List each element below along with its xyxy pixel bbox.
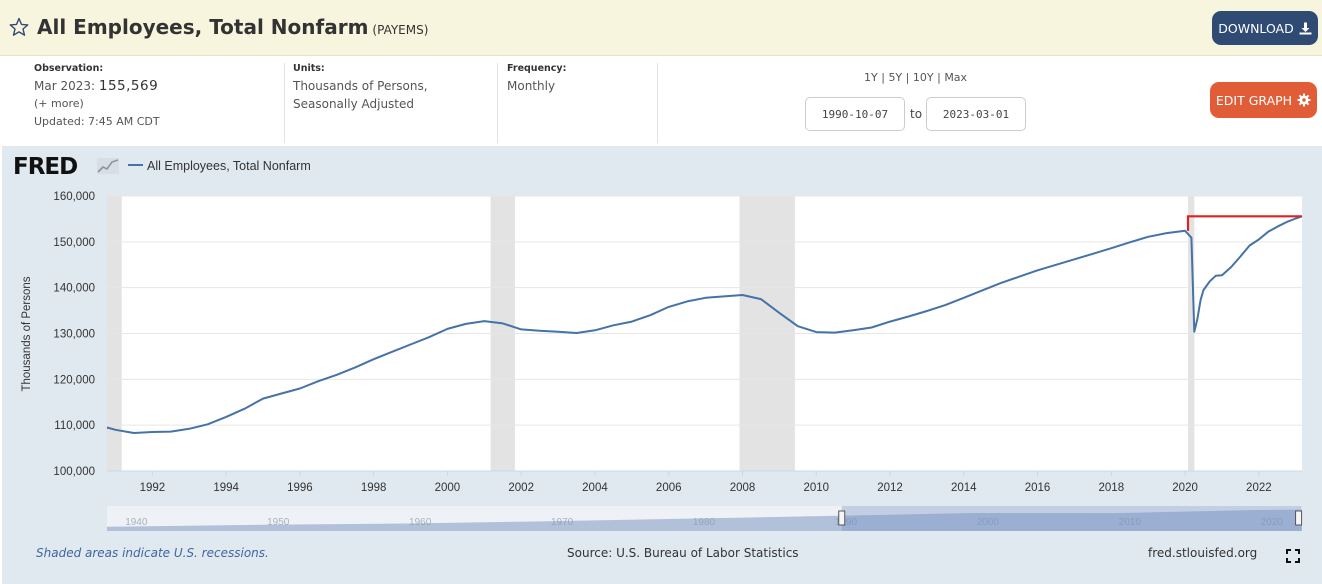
y-tick-label: 140,000 xyxy=(53,283,95,295)
units-line1: Thousands of Persons, xyxy=(293,79,428,93)
x-tick-label: 2002 xyxy=(508,482,534,494)
divider xyxy=(284,63,285,143)
y-tick-label: 100,000 xyxy=(53,466,95,478)
highlight-marker xyxy=(1186,215,1302,231)
y-tick-label: 130,000 xyxy=(53,329,95,341)
edit-graph-button[interactable]: EDIT GRAPH xyxy=(1210,82,1317,118)
x-tick-label: 2020 xyxy=(1172,482,1198,494)
units-block: Units: Thousands of Persons, Seasonally … xyxy=(293,63,428,113)
fullscreen-icon[interactable] xyxy=(1286,549,1300,563)
title-bar: All Employees, Total Nonfarm (PAYEMS) DOW… xyxy=(0,0,1322,56)
frequency-value: Monthly xyxy=(507,79,556,93)
site-link[interactable]: fred.stlouisfed.org xyxy=(1148,546,1258,560)
navigator-label: 1940 xyxy=(125,517,148,528)
series-meta: Observation: Mar 2023: 155,569 (+ more) … xyxy=(0,57,1322,145)
source-text: Source: U.S. Bureau of Labor Statistics xyxy=(567,546,799,560)
x-tick-label: 2004 xyxy=(582,482,608,494)
range-max[interactable]: Max xyxy=(944,71,968,84)
y-tick-label: 110,000 xyxy=(54,420,95,432)
navigator-label: 1950 xyxy=(267,517,290,528)
to-label: to xyxy=(910,107,923,121)
x-tick-label: 2014 xyxy=(951,482,977,494)
observation-value: 155,569 xyxy=(98,78,159,94)
series-line xyxy=(106,215,1303,434)
edit-graph-label: EDIT GRAPH xyxy=(1215,92,1293,108)
navigator-selection xyxy=(841,506,1302,531)
title-text: All Employees, Total Nonfarm xyxy=(37,15,369,39)
frequency-label: Frequency: xyxy=(507,63,567,74)
range-1y[interactable]: 1Y xyxy=(864,71,878,84)
y-tick-label: 150,000 xyxy=(53,237,95,249)
units-line2: Seasonally Adjusted xyxy=(293,97,415,111)
y-axis-label: Thousands of Persons xyxy=(21,276,33,391)
logo-text: FRED xyxy=(13,154,77,180)
legend: All Employees, Total Nonfarm xyxy=(128,159,311,173)
download-label: DOWNLOAD xyxy=(1218,20,1294,36)
x-tick-label: 2010 xyxy=(803,482,829,494)
download-button[interactable]: DOWNLOAD xyxy=(1212,11,1318,45)
range-5y[interactable]: 5Y xyxy=(888,71,903,84)
frequency-block: Frequency: Monthly xyxy=(507,63,566,95)
observation-date: Mar 2023: xyxy=(34,79,96,93)
x-tick-label: 2006 xyxy=(656,482,682,494)
x-tick-label: 1994 xyxy=(213,482,239,494)
end-date-input[interactable]: 2023-03-01 xyxy=(926,97,1026,131)
x-tick-label: 2012 xyxy=(877,482,903,494)
x-tick-label: 2016 xyxy=(1025,482,1051,494)
navigator-label: 1960 xyxy=(409,517,432,528)
y-tick-label: 120,000 xyxy=(53,374,95,386)
x-axis: 1992 1994 1996 1998 2000 2002 2004 2006 2008 2010… xyxy=(140,471,1272,494)
navigator-handle-right[interactable] xyxy=(1295,510,1303,526)
chart: FRED All Employees, Total Nonfarm 100,00… xyxy=(13,154,1303,531)
x-tick-label: 2018 xyxy=(1099,482,1125,494)
gear-icon xyxy=(1297,93,1311,107)
start-date-input[interactable]: 1990-10-07 xyxy=(805,97,905,131)
x-tick-label: 2008 xyxy=(730,482,756,494)
range-navigator[interactable]: 194019501960197019801990200020102020 xyxy=(107,506,1303,531)
range-separator: | xyxy=(937,71,941,84)
page-title: All Employees, Total Nonfarm (PAYEMS) xyxy=(37,15,428,39)
download-icon xyxy=(1299,22,1312,34)
star-icon[interactable] xyxy=(9,17,29,37)
x-tick-label: 1996 xyxy=(287,482,313,494)
x-tick-label: 1998 xyxy=(361,482,387,494)
fred-logo: FRED xyxy=(13,154,119,180)
divider xyxy=(497,63,498,143)
range-separator: | xyxy=(881,71,885,84)
x-tick-label: 1992 xyxy=(140,482,166,494)
gridlines xyxy=(107,195,1302,472)
range-separator: | xyxy=(905,71,910,84)
observation-label: Observation: xyxy=(34,63,104,74)
updated-time: Updated: 7:45 AM CDT xyxy=(34,115,160,128)
y-axis: 100,000 110,000 120,000 130,000 140,000 150,0… xyxy=(53,191,95,478)
recession-note: Shaded areas indicate U.S. recessions. xyxy=(36,546,269,560)
units-label: Units: xyxy=(293,63,325,74)
series-code: (PAYEMS) xyxy=(372,23,429,37)
divider xyxy=(657,63,658,143)
navigator-area xyxy=(107,509,1302,531)
x-tick-label: 2022 xyxy=(1246,482,1272,494)
legend-label: All Employees, Total Nonfarm xyxy=(147,159,311,173)
chart-area: FRED All Employees, Total Nonfarm 100,00… xyxy=(2,146,1322,584)
logo-chart-icon xyxy=(97,158,119,174)
y-tick-label: 160,000 xyxy=(53,191,95,203)
range-10y[interactable]: 10Y xyxy=(912,71,934,84)
navigator-handle-left[interactable] xyxy=(838,510,846,526)
observation-block: Observation: Mar 2023: 155,569 (+ more) … xyxy=(34,63,160,131)
x-tick-label: 2000 xyxy=(435,482,461,494)
range-selector: 1Y | 5Y | 10Y | Max xyxy=(864,71,967,84)
more-link[interactable]: (+ more) xyxy=(34,97,84,110)
